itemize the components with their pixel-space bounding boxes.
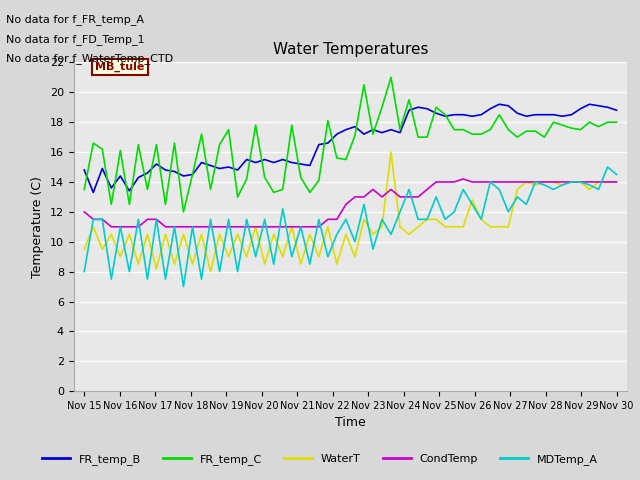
Y-axis label: Temperature (C): Temperature (C) bbox=[31, 176, 44, 278]
Text: No data for f_FR_temp_A: No data for f_FR_temp_A bbox=[6, 14, 145, 25]
Text: MB_tule: MB_tule bbox=[95, 62, 144, 72]
Title: Water Temperatures: Water Temperatures bbox=[273, 42, 428, 57]
Legend: FR_temp_B, FR_temp_C, WaterT, CondTemp, MDTemp_A: FR_temp_B, FR_temp_C, WaterT, CondTemp, … bbox=[38, 450, 602, 469]
Text: No data for f_FD_Temp_1: No data for f_FD_Temp_1 bbox=[6, 34, 145, 45]
X-axis label: Time: Time bbox=[335, 417, 366, 430]
Text: No data for f_WaterTemp_CTD: No data for f_WaterTemp_CTD bbox=[6, 53, 173, 64]
